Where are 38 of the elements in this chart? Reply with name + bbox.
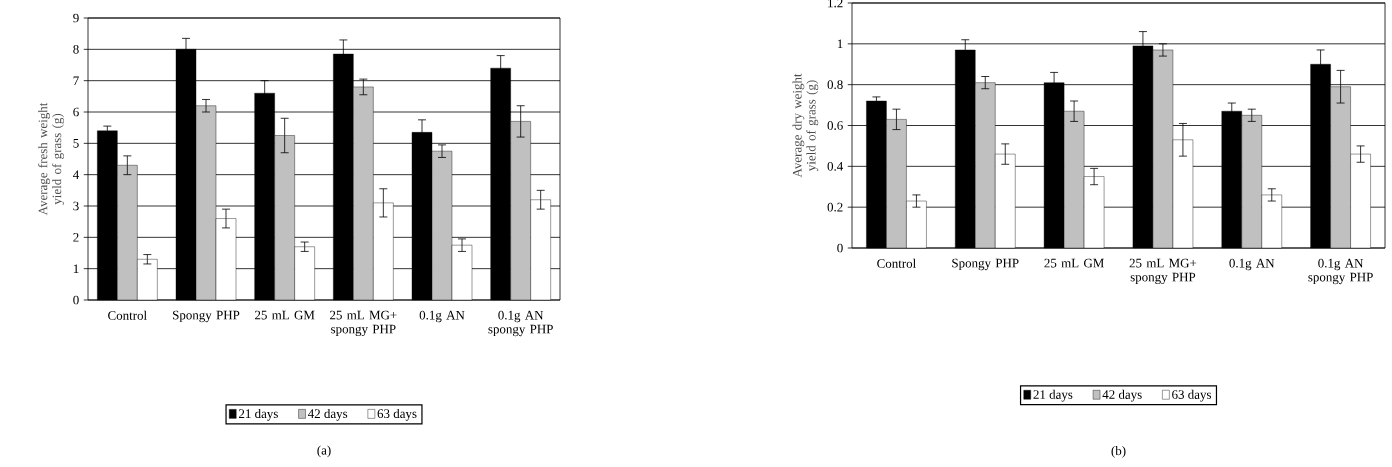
legend-label: 63 days (377, 408, 417, 421)
x-tick-label: 0.1g AN (1229, 258, 1275, 271)
x-tick-label: 0.1g AN spongy PHP (1308, 258, 1373, 285)
text: (b) (1111, 446, 1126, 458)
y-tick-label: 1 (837, 39, 843, 49)
legend-label: 63 days (1172, 389, 1212, 402)
x-tick-label: Control (108, 310, 147, 320)
x-tick-label: 25 mL MG+ spongy PHP (1129, 258, 1197, 285)
y-tick-label: 1 (73, 264, 79, 273)
y-tick-label: 5 (73, 139, 79, 148)
x-tick-label: 25 mL GM (1044, 258, 1104, 268)
y-tick-label: 2 (73, 233, 79, 242)
legend-label: 42 days (307, 408, 348, 421)
y-tick-label: 0 (73, 295, 79, 305)
y-tick-label: 3 (73, 201, 79, 211)
y-tick-label: 4 (73, 170, 80, 179)
x-tick-label: 25 mL GM (255, 310, 315, 320)
y-axis-title: Average dry weight yield of grass (g) (792, 73, 819, 178)
y-tick-label: 0.4 (827, 161, 844, 171)
text: (a) (317, 445, 331, 458)
y-tick-label: 0.6 (827, 121, 843, 130)
y-axis-title: Average fresh weight yield of grass (g) (38, 102, 64, 216)
x-tick-label: Spongy PHP (173, 310, 240, 323)
y-tick-label: 0.2 (827, 202, 843, 212)
y-tick-label: 6 (73, 107, 79, 117)
y-tick-label: 9 (73, 13, 79, 23)
y-tick-label: 7 (73, 76, 79, 85)
legend-label: 21 days (238, 408, 278, 421)
x-tick-label: Spongy PHP (952, 258, 1019, 271)
x-tick-label: 25 mL MG+ spongy PHP (330, 310, 397, 337)
x-tick-label: 0.1g AN spongy PHP (488, 310, 553, 337)
y-tick-label: 0 (837, 243, 843, 253)
legend-label: 42 days (1102, 389, 1142, 402)
x-tick-label: 0.1g AN (419, 310, 465, 323)
legend-label: 21 days (1033, 389, 1073, 402)
x-tick-label: Control (877, 258, 916, 268)
y-tick-label: 8 (73, 44, 79, 54)
y-tick-label: 0.8 (827, 80, 843, 90)
